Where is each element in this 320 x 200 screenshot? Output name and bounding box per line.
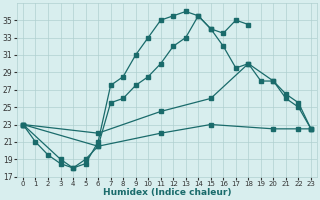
X-axis label: Humidex (Indice chaleur): Humidex (Indice chaleur) [103,188,231,197]
